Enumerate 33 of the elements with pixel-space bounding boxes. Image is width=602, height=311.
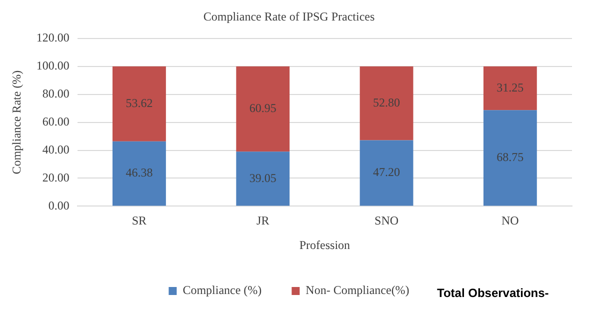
bar bbox=[112, 141, 166, 206]
bar bbox=[483, 66, 537, 110]
data-label: 53.62 bbox=[126, 96, 153, 110]
y-tick-label: 100.00 bbox=[36, 58, 70, 73]
bar bbox=[483, 110, 537, 206]
data-label: 47.20 bbox=[373, 165, 400, 180]
legend-label: Non- Compliance(%) bbox=[306, 283, 410, 298]
y-tick-label: 0.00 bbox=[48, 198, 70, 212]
data-label: 52.80 bbox=[373, 95, 400, 110]
bar bbox=[112, 66, 166, 142]
bar bbox=[236, 66, 290, 152]
y-tick-label: 40.00 bbox=[42, 142, 70, 156]
y-tick-label: 120.00 bbox=[36, 30, 70, 45]
text: Total Observations- bbox=[437, 286, 549, 300]
y-tick-label: 80.00 bbox=[42, 86, 70, 100]
bar bbox=[236, 152, 290, 206]
x-axis-title: Profession bbox=[299, 238, 350, 252]
x-tick-label: SR bbox=[132, 214, 147, 228]
bar bbox=[360, 66, 414, 140]
data-label: 60.95 bbox=[249, 101, 276, 116]
x-tick-label: SNO bbox=[374, 214, 399, 228]
y-tick-label: 20.00 bbox=[42, 170, 70, 184]
y-tick-label: 60.00 bbox=[42, 114, 70, 128]
data-label: 46.38 bbox=[126, 166, 153, 180]
chart-title: Compliance Rate of IPSG Practices bbox=[203, 9, 375, 24]
x-tick-label: NO bbox=[502, 214, 520, 228]
legend-label: Compliance (%) bbox=[182, 283, 262, 298]
y-axis-title: Compliance Rate (%) bbox=[9, 70, 24, 174]
data-label: 31.25 bbox=[496, 80, 524, 94]
bar bbox=[360, 140, 414, 206]
x-tick-label: JR bbox=[256, 214, 270, 228]
data-label: 68.75 bbox=[496, 150, 524, 164]
data-label: 39.05 bbox=[249, 170, 276, 185]
